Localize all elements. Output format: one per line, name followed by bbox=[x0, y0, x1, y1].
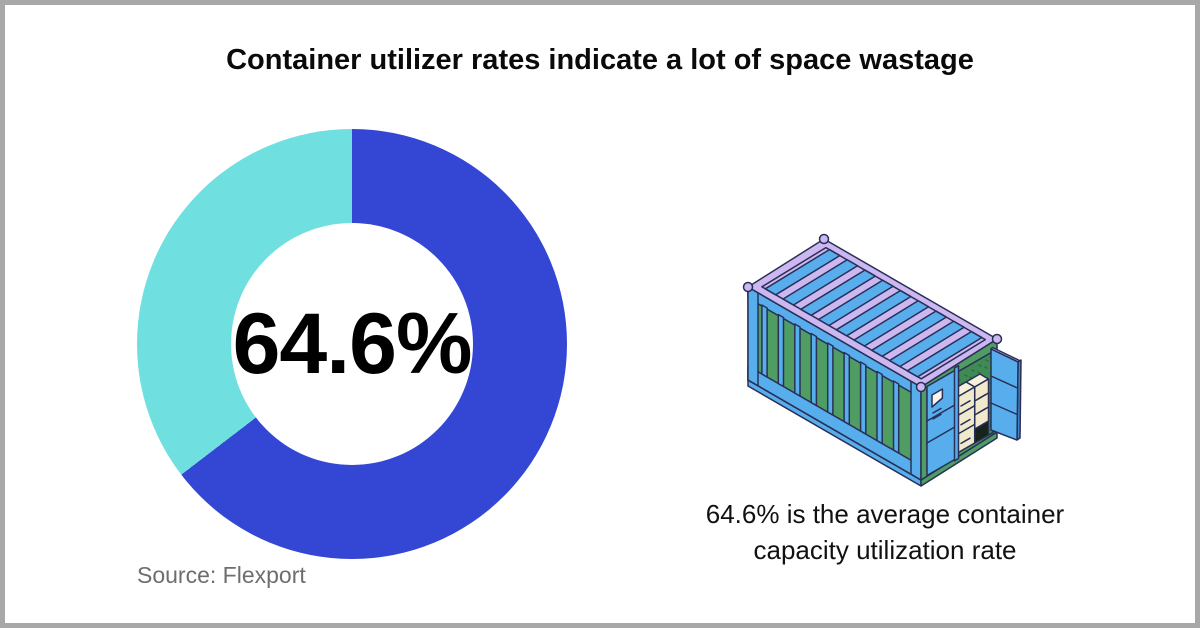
donut-chart: 64.6% bbox=[137, 129, 567, 559]
cargo-boxes bbox=[947, 373, 990, 454]
door-plaque bbox=[931, 388, 944, 408]
container-roof bbox=[742, 233, 1003, 393]
closed-door bbox=[926, 364, 960, 477]
donut-hole: 64.6% bbox=[231, 223, 473, 465]
donut-center-label: 64.6% bbox=[232, 295, 473, 392]
shipping-container-icon bbox=[742, 233, 1022, 487]
page-title: Container utilizer rates indicate a lot … bbox=[226, 44, 974, 76]
caption: 64.6% is the average container capacity … bbox=[705, 499, 1065, 565]
open-door bbox=[990, 346, 1022, 441]
source-attribution: Source: Flexport bbox=[137, 562, 306, 588]
door-lock-bar bbox=[953, 364, 960, 462]
